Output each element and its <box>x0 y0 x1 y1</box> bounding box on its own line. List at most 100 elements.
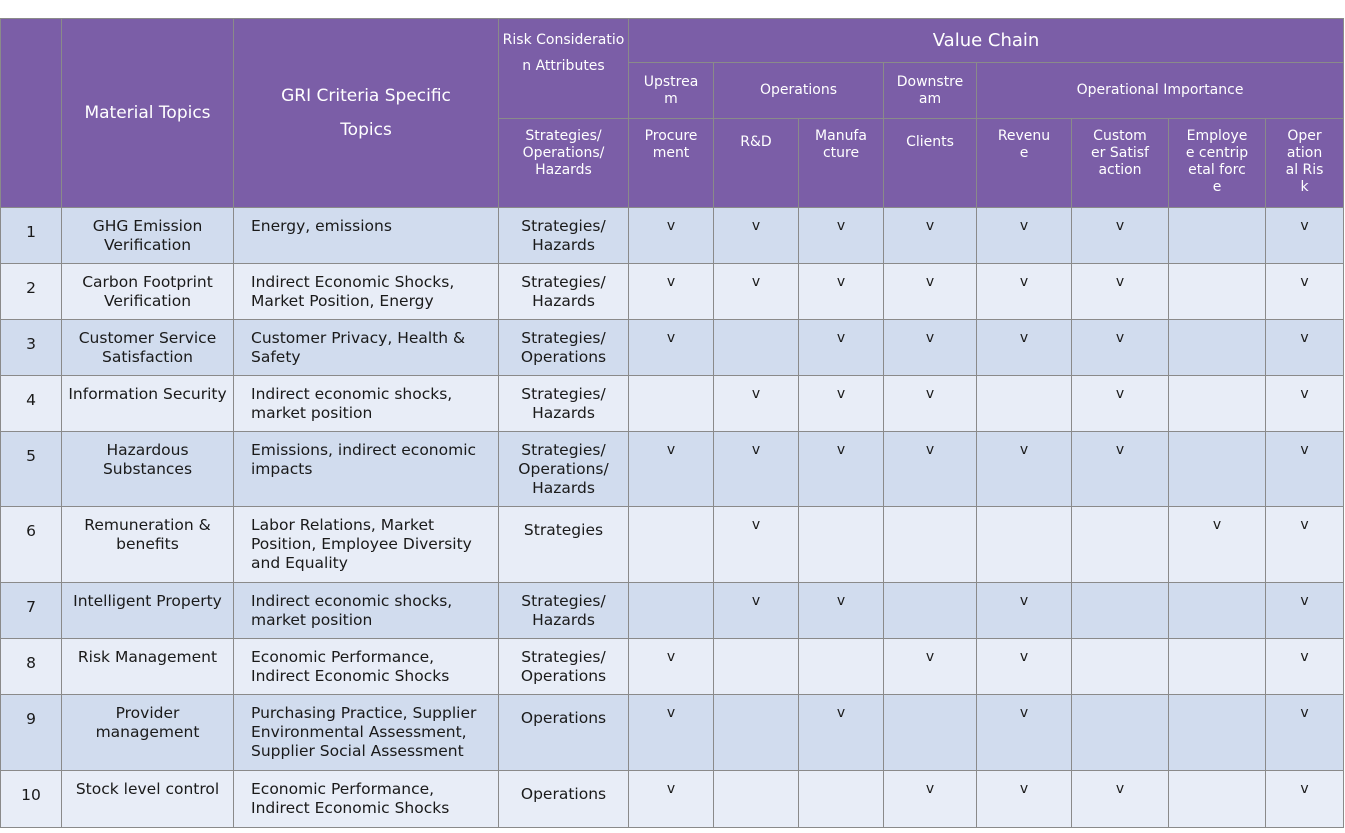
row-check-cell <box>628 375 714 432</box>
row-risk-attribute: Operations <box>498 770 629 828</box>
header-col-revenue: Revenue <box>976 118 1072 208</box>
row-check-cell: v <box>628 694 714 771</box>
row-number: 8 <box>0 638 62 695</box>
row-gri-topics: Customer Privacy, Health & Safety <box>233 319 499 376</box>
row-check-cell: v <box>628 638 714 695</box>
check-mark: v <box>1019 218 1029 234</box>
check-mark: v <box>836 442 846 458</box>
header-col-rnd: R&D <box>713 118 799 208</box>
check-mark: v <box>751 593 761 609</box>
header-col-operational-risk: Operational Risk <box>1264 118 1345 208</box>
row-check-cell: v <box>628 431 714 507</box>
row-check-cell: v <box>1264 319 1345 376</box>
row-check-cell: v <box>1264 694 1345 771</box>
row-number: 6 <box>0 506 62 583</box>
row-check-cell <box>1168 207 1266 264</box>
row-check-cell <box>883 506 977 583</box>
check-mark: v <box>1300 593 1309 609</box>
row-gri-topics: Purchasing Practice, Supplier Environmen… <box>233 694 499 771</box>
check-mark: v <box>751 442 761 458</box>
row-check-cell: v <box>1071 319 1169 376</box>
row-check-cell: v <box>713 207 799 264</box>
check-mark: v <box>1300 517 1309 533</box>
row-risk-attribute: Strategies/ Hazards <box>498 582 629 639</box>
row-check-cell: v <box>976 431 1072 507</box>
row-material-topic: Hazardous Substances <box>61 431 234 507</box>
row-check-cell: v <box>976 582 1072 639</box>
row-check-cell <box>1071 694 1169 771</box>
check-mark: v <box>666 781 676 797</box>
row-check-cell: v <box>883 319 977 376</box>
row-check-cell <box>713 694 799 771</box>
row-check-cell: v <box>976 638 1072 695</box>
row-gri-topics: Economic Performance, Indirect Economic … <box>233 638 499 695</box>
check-mark: v <box>836 218 846 234</box>
row-gri-topics: Indirect economic shocks, market positio… <box>233 582 499 639</box>
header-operations: Operations <box>713 62 884 119</box>
header-material-topics: Material Topics <box>61 18 234 208</box>
check-mark: v <box>836 705 846 721</box>
header-risk-consideration: Risk Consideration Attributes <box>498 18 629 119</box>
header-col-manufacture: Manufacture <box>798 118 884 208</box>
row-check-cell: v <box>798 431 884 507</box>
row-risk-attribute: Strategies/ Operations/ Hazards <box>498 431 629 507</box>
check-mark: v <box>1115 218 1125 234</box>
row-check-cell: v <box>713 506 799 583</box>
row-check-cell: v <box>713 375 799 432</box>
row-risk-attribute: Operations <box>498 694 629 771</box>
row-risk-attribute: Strategies/ Hazards <box>498 207 629 264</box>
row-check-cell: v <box>1264 506 1345 583</box>
table-row: 10 Stock level control Economic Performanc… <box>0 770 1345 828</box>
row-check-cell: v <box>883 207 977 264</box>
table-row: 7 Intelligent Property Indirect economic s… <box>0 582 1345 639</box>
check-mark: v <box>1300 781 1309 797</box>
row-check-cell: v <box>1264 207 1345 264</box>
header-value-chain: Value Chain <box>627 18 1345 63</box>
check-mark: v <box>1019 442 1029 458</box>
row-check-cell: v <box>883 263 977 320</box>
check-mark: v <box>1019 274 1029 290</box>
material-topics-table: Material Topics GRI Criteria Specific To… <box>0 18 1345 828</box>
row-check-cell <box>1168 770 1266 828</box>
check-mark: v <box>925 386 935 402</box>
row-check-cell <box>798 770 884 828</box>
row-material-topic: GHG Emission Verification <box>61 207 234 264</box>
check-mark: v <box>836 330 846 346</box>
check-mark: v <box>1019 330 1029 346</box>
check-mark: v <box>925 442 935 458</box>
row-check-cell: v <box>883 770 977 828</box>
check-mark: v <box>1300 218 1309 234</box>
row-gri-topics: Energy, emissions <box>233 207 499 264</box>
header-upstream: Upstream <box>628 62 714 119</box>
row-number: 10 <box>0 770 62 828</box>
table-row: 4 Information Security Indirect economic s… <box>0 375 1345 432</box>
row-material-topic: Stock level control <box>61 770 234 828</box>
row-check-cell: v <box>883 638 977 695</box>
row-check-cell: v <box>713 431 799 507</box>
row-check-cell <box>976 375 1072 432</box>
row-check-cell: v <box>713 263 799 320</box>
header-gri-criteria: GRI Criteria Specific Topics <box>233 18 499 208</box>
check-mark: v <box>1300 274 1309 290</box>
row-check-cell: v <box>976 207 1072 264</box>
row-check-cell: v <box>628 263 714 320</box>
table-row: 5 Hazardous Substances Emissions, indirect… <box>0 431 1345 507</box>
check-mark: v <box>925 649 935 665</box>
row-check-cell: v <box>798 207 884 264</box>
check-mark: v <box>1019 705 1029 721</box>
check-mark: v <box>925 274 935 290</box>
row-material-topic: Intelligent Property <box>61 582 234 639</box>
row-check-cell <box>1071 638 1169 695</box>
check-mark: v <box>751 517 761 533</box>
row-check-cell <box>713 638 799 695</box>
row-check-cell: v <box>1264 638 1345 695</box>
check-mark: v <box>1019 649 1029 665</box>
header-operational-importance: Operational Importance <box>975 62 1345 119</box>
row-check-cell: v <box>798 582 884 639</box>
check-mark: v <box>666 274 676 290</box>
row-check-cell <box>976 506 1072 583</box>
check-mark: v <box>1115 330 1125 346</box>
row-material-topic: Risk Management <box>61 638 234 695</box>
check-mark: v <box>666 442 676 458</box>
row-check-cell <box>628 582 714 639</box>
